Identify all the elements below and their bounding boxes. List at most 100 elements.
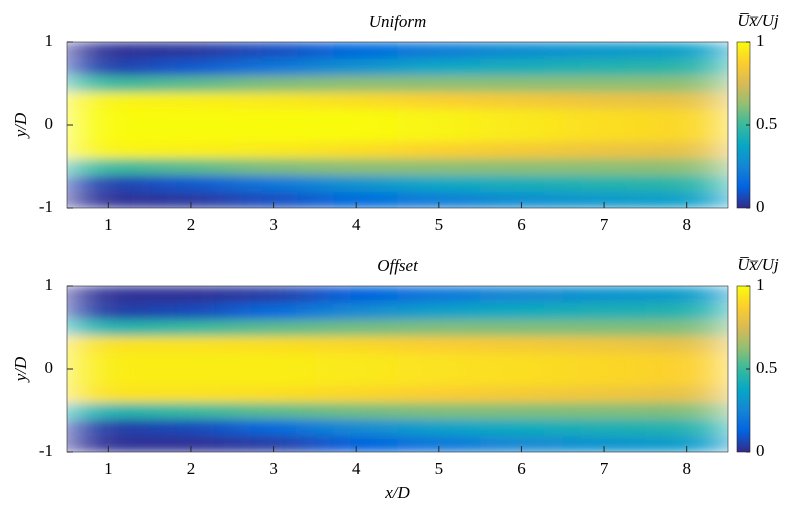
- y-tick-label: 0: [45, 114, 54, 133]
- cell: [480, 191, 564, 208]
- cell: [232, 108, 316, 126]
- cell: [232, 141, 316, 159]
- cell: [314, 435, 398, 452]
- cell: [314, 402, 398, 420]
- cell: [67, 319, 151, 337]
- cell: [149, 191, 233, 208]
- cell: [314, 352, 398, 370]
- cell: [149, 435, 233, 452]
- cell: [562, 418, 646, 436]
- cell: [397, 402, 481, 420]
- cell: [645, 435, 728, 452]
- cell: [562, 58, 646, 76]
- cell: [645, 91, 728, 109]
- cell: [314, 418, 398, 436]
- cell: [314, 141, 398, 159]
- cell: [562, 352, 646, 370]
- cell: [314, 369, 398, 387]
- cell: [149, 125, 233, 143]
- cell: [232, 302, 316, 320]
- cell: [480, 286, 564, 304]
- cell: [397, 435, 481, 452]
- cell: [149, 286, 233, 304]
- x-tick-label: 5: [435, 459, 444, 478]
- cell: [562, 402, 646, 420]
- cell: [232, 352, 316, 370]
- cell: [645, 191, 728, 208]
- heatmap-cells: [67, 42, 728, 208]
- x-tick-label: 3: [269, 459, 278, 478]
- cell: [232, 191, 316, 208]
- cell: [645, 385, 728, 403]
- cell: [480, 91, 564, 109]
- cell: [480, 125, 564, 143]
- cell: [480, 402, 564, 420]
- x-tick-label: 8: [682, 215, 691, 234]
- cell: [149, 352, 233, 370]
- cell: [149, 141, 233, 159]
- cell: [645, 369, 728, 387]
- cell: [397, 302, 481, 320]
- cell: [149, 158, 233, 176]
- cell: [397, 418, 481, 436]
- cell: [149, 319, 233, 337]
- x-tick-label: 2: [187, 215, 196, 234]
- cell: [562, 108, 646, 126]
- heatmap: [67, 42, 728, 208]
- cell: [232, 435, 316, 452]
- cell: [645, 108, 728, 126]
- cell: [232, 58, 316, 76]
- y-tick-label: -1: [39, 441, 53, 460]
- cell: [397, 58, 481, 76]
- cell: [67, 58, 151, 76]
- cell: [67, 158, 151, 176]
- y-tick-label: 1: [45, 31, 54, 50]
- cell: [67, 402, 151, 420]
- cell: [67, 369, 151, 387]
- cell: [562, 75, 646, 93]
- cell: [480, 319, 564, 337]
- cell: [314, 42, 398, 60]
- cell: [397, 286, 481, 304]
- cell: [480, 141, 564, 159]
- cell: [397, 125, 481, 143]
- cell: [480, 108, 564, 126]
- cell: [480, 435, 564, 452]
- cell: [397, 385, 481, 403]
- cell: [562, 91, 646, 109]
- cell: [232, 385, 316, 403]
- cell: [67, 435, 151, 452]
- cell: [397, 191, 481, 208]
- cell: [480, 335, 564, 353]
- cell: [314, 335, 398, 353]
- cell: [232, 286, 316, 304]
- cell: [149, 385, 233, 403]
- cell: [67, 42, 151, 60]
- cell: [314, 319, 398, 337]
- cell: [397, 352, 481, 370]
- cell: [645, 352, 728, 370]
- heatmap: [67, 286, 728, 452]
- panel-title: Uniform: [369, 12, 427, 31]
- cell: [480, 158, 564, 176]
- cell: [562, 158, 646, 176]
- y-tick-label: -1: [39, 197, 53, 216]
- x-tick-label: 4: [352, 215, 361, 234]
- cell: [149, 75, 233, 93]
- cell: [149, 369, 233, 387]
- cell: [480, 369, 564, 387]
- cell: [149, 335, 233, 353]
- x-tick-label: 4: [352, 459, 361, 478]
- x-tick-label: 7: [600, 459, 609, 478]
- cell: [645, 335, 728, 353]
- colorbar-label: U̅x̅/Uj: [737, 255, 779, 274]
- cell: [232, 75, 316, 93]
- cell: [149, 108, 233, 126]
- cell: [562, 302, 646, 320]
- cell: [314, 91, 398, 109]
- cell: [149, 302, 233, 320]
- cell: [67, 418, 151, 436]
- cell: [67, 352, 151, 370]
- cell: [480, 42, 564, 60]
